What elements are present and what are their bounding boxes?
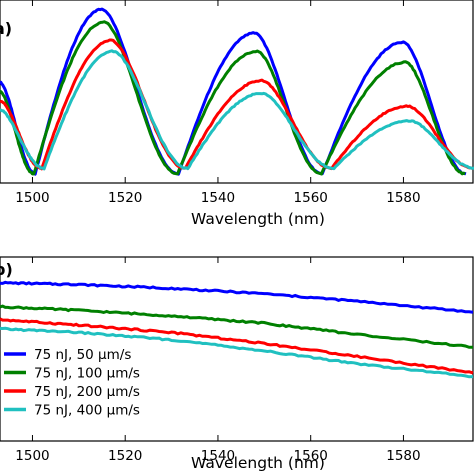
legend-label: 75 nJ, 100 μm/s [34, 366, 140, 382]
panel-b-series-line [0, 280, 474, 314]
panel-a-series-line [0, 38, 474, 171]
panel-a-x-tick-label: 1500 [15, 190, 49, 206]
panel-b-label: b) [0, 260, 13, 279]
panel-b-x-tick-label: 1540 [201, 448, 235, 464]
panel-b-frame [0, 256, 474, 442]
panel-b-x-axis-label: Wavelength (nm) [191, 454, 325, 472]
legend-label: 75 nJ, 400 μm/s [34, 403, 140, 419]
panel-a-x-tick-label: 1560 [294, 190, 328, 206]
panel-a-x-axis-label: Wavelength (nm) [191, 210, 325, 228]
panel-a-series-line [0, 49, 474, 171]
panel-b-x-tick-label: 1580 [386, 448, 420, 464]
panel-b-x-ticks: 1500 1520 1540 1560 1580 [15, 257, 421, 464]
panel-b-legend: 75 nJ, 50 μm/s 75 nJ, 100 μm/s 75 nJ, 200 … [4, 347, 140, 419]
legend-label: 75 nJ, 200 μm/s [34, 384, 140, 400]
legend-label: 75 nJ, 50 μm/s [34, 347, 131, 363]
panel-b-x-tick-label: 1560 [294, 448, 328, 464]
panel-b-x-tick-label: 1500 [15, 448, 49, 464]
panel-a-x-tick-label: 1580 [386, 190, 420, 206]
panel-b-x-tick-label: 1520 [108, 448, 142, 464]
panel-a: 1500 1520 1540 1560 1580 a) Wavelength (nm) [0, 0, 474, 228]
panel-a-x-tick-label: 1520 [108, 190, 142, 206]
panel-a-x-ticks: 1500 1520 1540 1560 1580 [15, 0, 421, 206]
panel-a-lines [0, 7, 474, 176]
panel-a-series-line [0, 20, 466, 176]
panel-b-series-line [0, 317, 474, 375]
panel-a-x-tick-label: 1540 [201, 190, 235, 206]
panel-b-series-line [0, 326, 474, 379]
panel-b-series-line [0, 304, 474, 349]
panel-b-lines [0, 280, 474, 379]
panel-a-frame [0, 0, 474, 184]
panel-a-label: a) [0, 19, 12, 38]
